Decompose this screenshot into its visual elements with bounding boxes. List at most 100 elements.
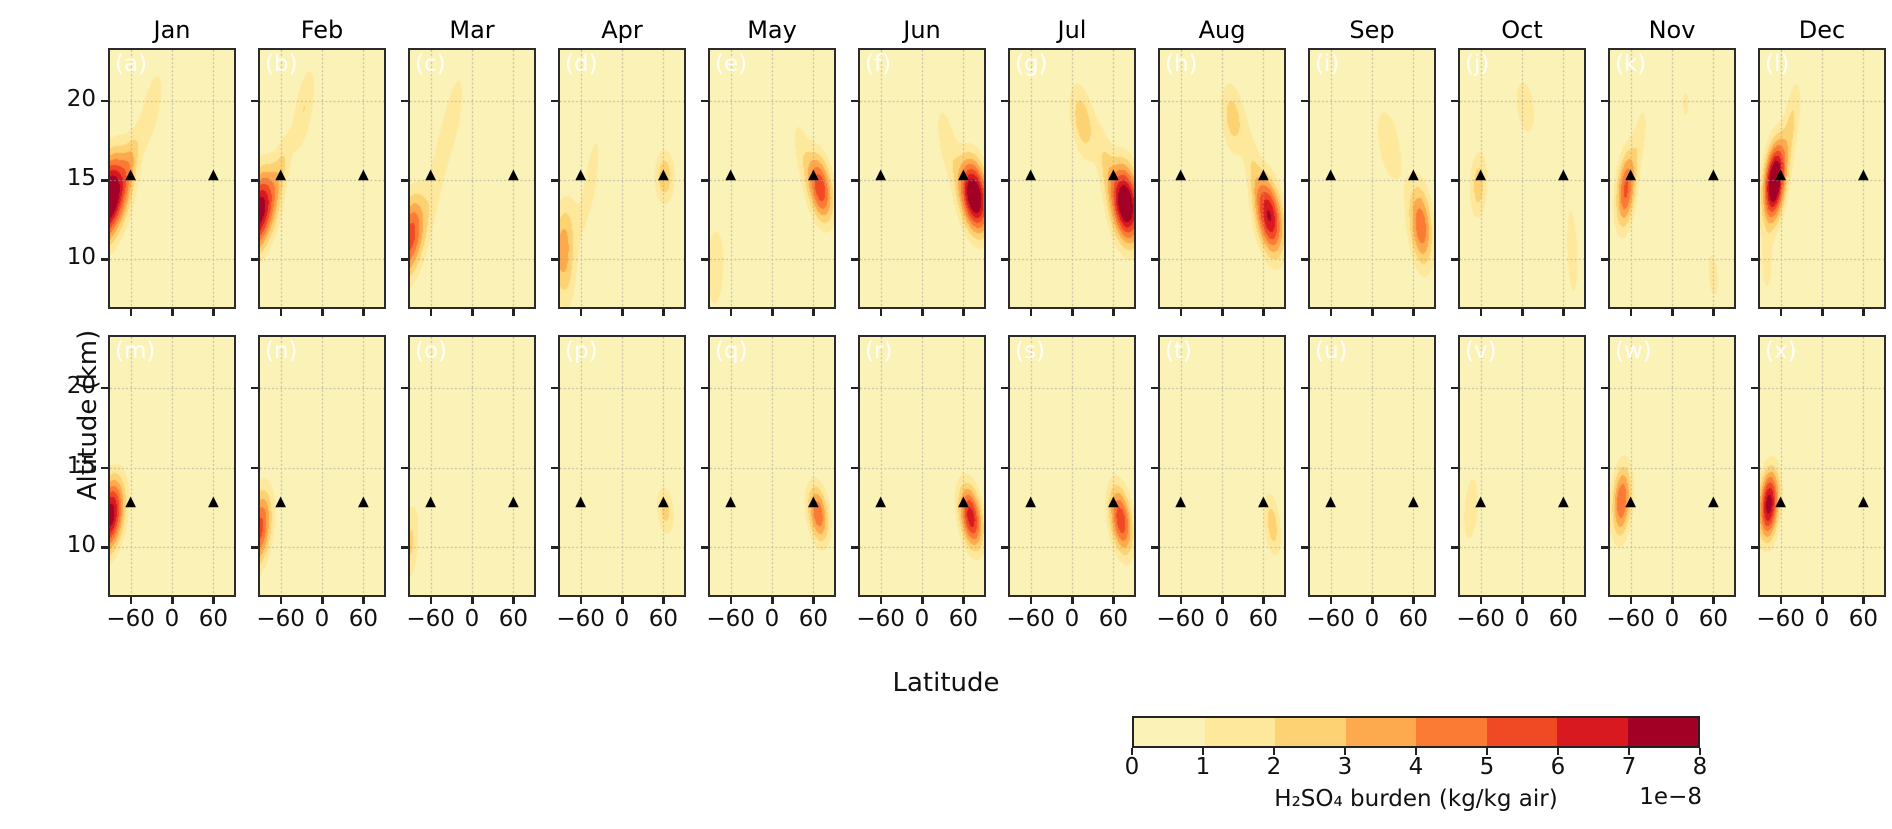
contour-canvas: [110, 50, 234, 307]
month-title-oct: Oct: [1501, 16, 1543, 44]
y-tick-mark: [1001, 466, 1008, 470]
colorbar-tick-mark: [1415, 748, 1417, 755]
x-tick-mark: [621, 597, 624, 604]
panel-letter: (m): [115, 338, 156, 364]
contour-canvas: [1610, 50, 1734, 307]
colorbar-tick-mark: [1699, 748, 1701, 755]
x-tick-label: 0: [464, 606, 480, 632]
y-tick-mark: [401, 258, 408, 261]
x-tick-label: 60: [1698, 606, 1728, 632]
y-tick-mark: [1751, 258, 1758, 261]
injection-triangle-marker: ▲: [1325, 166, 1337, 183]
panel-letter: (q): [715, 338, 748, 364]
colorbar-scale-note: 1e−8: [1639, 784, 1702, 810]
panel-b-feb: Feb (b) ▲ ▲: [251, 16, 386, 316]
x-tick-mark: [1712, 597, 1715, 604]
contour-canvas: [410, 50, 534, 307]
contour-canvas: [1160, 50, 1284, 307]
y-tick-mark: [251, 466, 258, 470]
injection-triangle-marker: ▲: [875, 166, 887, 183]
x-tick-mark: [1371, 597, 1374, 604]
y-tick-mark: [251, 546, 258, 549]
x-tick-label: 60: [1248, 606, 1278, 632]
panel-letter: (v): [1465, 338, 1497, 364]
y-tick-label: 15: [66, 165, 96, 192]
y-tick-mark: [551, 179, 558, 182]
x-tick-mark: [212, 309, 215, 316]
panel-s-jul: (s) ▲ ▲ −60 0 60: [1001, 335, 1136, 632]
x-tick-mark: [962, 309, 965, 316]
y-tick-mark: [1751, 99, 1758, 103]
x-tick-mark: [471, 309, 474, 316]
x-tick-label: 0: [1064, 606, 1080, 632]
colorbar-segment-3: [1345, 718, 1416, 746]
x-tick-mark: [429, 597, 433, 604]
panel-letter: (h): [1165, 51, 1198, 77]
y-tick-mark: [701, 386, 708, 390]
injection-triangle-marker: ▲: [425, 493, 437, 510]
injection-triangle-marker: ▲: [1707, 493, 1719, 510]
colorbar-tick-label: 0: [1124, 754, 1140, 780]
y-tick-mark: [1151, 179, 1158, 182]
injection-triangle-marker: ▲: [125, 493, 137, 510]
x-tick-label: 60: [1398, 606, 1428, 632]
x-tick-label: −60: [1756, 606, 1805, 632]
colorbar-segment-1: [1204, 718, 1275, 746]
x-tick-mark: [1179, 597, 1183, 604]
contour-canvas: [1760, 50, 1884, 307]
month-title-feb: Feb: [300, 16, 344, 44]
injection-triangle-marker: ▲: [957, 166, 969, 183]
x-tick-mark: [1112, 597, 1115, 604]
y-tick-mark: [401, 546, 408, 549]
x-tick-mark: [921, 309, 924, 316]
x-tick-mark: [1671, 597, 1674, 604]
y-tick-mark: [851, 386, 858, 390]
x-tick-mark: [1071, 309, 1074, 316]
x-tick-mark: [921, 597, 924, 604]
injection-triangle-marker: ▲: [1025, 493, 1037, 510]
injection-triangle-marker: ▲: [1475, 166, 1487, 183]
colorbar-tick-label: 2: [1266, 754, 1282, 780]
y-tick-mark: [1601, 258, 1608, 261]
month-title-sep: Sep: [1349, 16, 1395, 44]
injection-triangle-marker: ▲: [1775, 166, 1787, 183]
x-tick-label: −60: [256, 606, 305, 632]
x-tick-mark: [812, 597, 815, 604]
y-tick-mark: [1151, 466, 1158, 470]
panel-i-sep: Sep (i) ▲ ▲: [1301, 16, 1436, 316]
y-tick-mark: [1301, 546, 1308, 549]
colorbar-tick-mark: [1628, 748, 1630, 755]
colorbar-segment-2: [1275, 718, 1346, 746]
y-tick-mark: [401, 466, 408, 470]
injection-triangle-marker: ▲: [657, 166, 669, 183]
injection-triangle-marker: ▲: [125, 166, 137, 183]
x-tick-mark: [362, 309, 365, 316]
y-tick-mark: [551, 386, 558, 390]
panel-letter: (p): [565, 338, 598, 364]
panel-e-may: May (e) ▲ ▲: [701, 16, 836, 316]
y-tick-mark: [701, 546, 708, 549]
x-tick-mark: [1821, 309, 1824, 316]
panel-letter: (k): [1615, 51, 1647, 77]
injection-triangle-marker: ▲: [1175, 493, 1187, 510]
y-tick-mark: [1451, 386, 1458, 390]
x-tick-mark: [1112, 309, 1115, 316]
x-tick-mark: [1562, 597, 1565, 604]
injection-triangle-marker: ▲: [957, 493, 969, 510]
x-tick-mark: [279, 597, 283, 604]
colorbar-tick-mark: [1273, 748, 1275, 755]
panel-letter: (g): [1015, 51, 1048, 77]
month-title-may: May: [747, 16, 797, 44]
colorbar-label: H₂SO₄ burden (kg/kg air): [1274, 786, 1558, 812]
x-tick-mark: [879, 597, 883, 604]
panel-letter: (u): [1315, 338, 1348, 364]
y-tick-mark: [401, 386, 408, 390]
x-tick-mark: [1221, 309, 1224, 316]
y-tick-mark: [551, 546, 558, 549]
y-tick-mark: [1301, 99, 1308, 103]
panel-t-aug: (t) ▲ ▲ −60 0 60: [1151, 335, 1286, 632]
x-tick-label: −60: [406, 606, 455, 632]
y-tick-mark: [851, 466, 858, 470]
injection-triangle-marker: ▲: [1407, 166, 1419, 183]
